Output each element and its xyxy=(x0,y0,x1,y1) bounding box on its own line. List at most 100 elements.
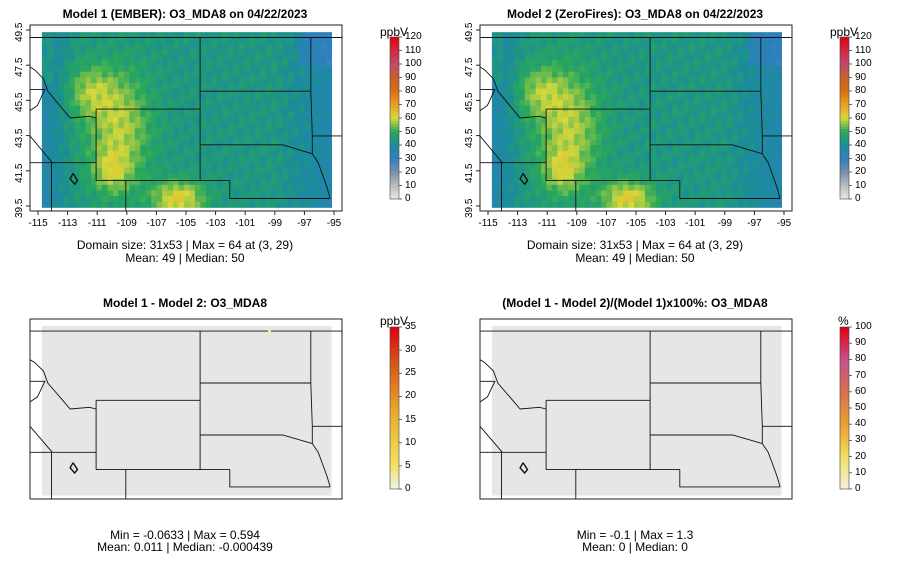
grid-cell xyxy=(227,201,234,208)
grid-cell xyxy=(184,201,190,208)
grid-cell xyxy=(634,37,640,44)
grid-cell xyxy=(118,43,125,50)
grid-cell xyxy=(644,60,651,67)
grid-cell xyxy=(716,156,722,163)
grid-cell xyxy=(287,54,294,61)
grid-cell xyxy=(765,150,772,157)
colorbar-segment xyxy=(390,337,399,341)
grid-cell xyxy=(184,66,190,73)
grid-cell xyxy=(770,49,777,56)
grid-cell xyxy=(612,201,619,208)
colorbar-segment xyxy=(390,359,399,363)
grid-cell xyxy=(266,43,272,50)
grid-cell xyxy=(694,116,701,124)
grid-cell xyxy=(677,196,684,203)
grid-cell xyxy=(227,145,234,152)
grid-cell xyxy=(705,150,711,157)
grid-cell xyxy=(107,184,114,191)
grid-cell xyxy=(579,196,586,203)
grid-cell xyxy=(716,49,722,56)
grid-cell xyxy=(612,66,619,73)
grid-cell xyxy=(770,88,777,95)
colorbar-segment xyxy=(390,470,399,474)
grid-cell xyxy=(590,122,597,129)
grid-cell xyxy=(541,60,547,67)
grid-cell xyxy=(535,145,542,152)
grid-cell xyxy=(211,54,218,61)
grid-cell xyxy=(737,150,744,157)
grid-cell xyxy=(568,71,575,78)
grid-cell xyxy=(222,54,229,61)
grid-cell xyxy=(737,77,744,84)
grid-cell xyxy=(151,156,158,163)
grid-cell xyxy=(535,66,542,73)
grid-cell xyxy=(244,128,251,135)
grid-cell xyxy=(145,201,152,208)
grid-cell xyxy=(628,66,635,73)
colorbar-segment xyxy=(390,93,399,97)
grid-cell xyxy=(655,60,662,67)
grid-cell xyxy=(623,49,629,56)
grid-cell xyxy=(238,83,245,90)
grid-cell xyxy=(677,105,684,112)
grid-cell xyxy=(96,43,103,50)
grid-cell xyxy=(293,111,300,118)
grid-cell xyxy=(502,37,509,44)
grid-cell xyxy=(156,167,163,174)
grid-cell xyxy=(107,111,114,118)
grid-cell xyxy=(151,71,158,78)
grid-cell xyxy=(573,201,580,208)
grid-cell xyxy=(584,179,591,186)
colorbar-segment xyxy=(390,91,399,94)
grid-cell xyxy=(617,156,624,163)
grid-cell xyxy=(189,179,196,186)
grid-cell xyxy=(683,116,690,124)
grid-cell xyxy=(765,173,772,180)
grid-cell xyxy=(173,66,179,73)
grid-cell xyxy=(666,77,673,84)
grid-cell xyxy=(519,184,526,191)
grid-cell xyxy=(699,32,706,39)
grid-cell xyxy=(508,184,515,191)
grid-cell xyxy=(568,184,575,191)
grid-cell xyxy=(162,88,169,95)
grid-cell xyxy=(200,116,207,124)
grid-cell xyxy=(770,43,777,50)
grid-cell xyxy=(85,43,92,50)
grid-cell xyxy=(205,111,212,118)
grid-cell xyxy=(80,190,87,197)
grid-cell xyxy=(530,145,537,152)
grid-cell xyxy=(770,128,777,135)
colorbar-segment xyxy=(390,139,399,143)
grid-cell xyxy=(595,150,602,157)
colorbar-segment xyxy=(390,112,399,116)
grid-cell xyxy=(227,128,234,135)
grid-cell xyxy=(666,111,673,118)
grid-cell xyxy=(293,196,300,203)
grid-cell xyxy=(107,60,114,67)
colorbar-segment xyxy=(390,391,399,395)
grid-cell xyxy=(754,60,761,67)
grid-cell xyxy=(601,201,608,208)
grid-cell xyxy=(58,162,65,169)
grid-cell xyxy=(151,196,158,203)
grid-cell xyxy=(233,179,240,186)
grid-cell xyxy=(309,77,316,84)
grid-cell xyxy=(167,196,174,203)
grid-cell xyxy=(606,66,613,73)
colorbar-segment xyxy=(390,47,399,51)
grid-cell xyxy=(710,167,717,174)
grid-cell xyxy=(688,139,695,146)
grid-cell xyxy=(47,173,54,180)
grid-cell xyxy=(743,49,750,56)
grid-cell xyxy=(677,100,684,107)
grid-cell xyxy=(743,116,750,124)
grid-cell xyxy=(145,196,152,203)
grid-cell xyxy=(320,37,327,44)
grid-cell xyxy=(716,167,722,174)
grid-cell xyxy=(672,133,679,140)
grid-cell xyxy=(601,156,608,163)
grid-cell xyxy=(721,32,728,39)
grid-cell xyxy=(737,94,744,101)
grid-cell xyxy=(102,179,108,186)
